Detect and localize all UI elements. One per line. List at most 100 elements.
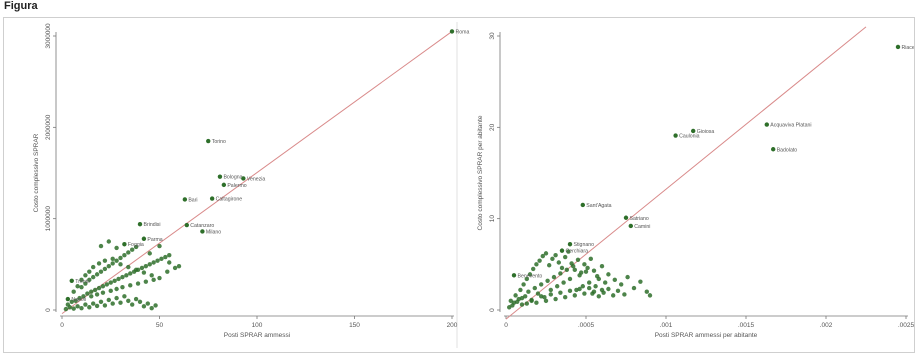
- data-point: [534, 262, 539, 267]
- y-tick-label: 3000000: [45, 23, 52, 49]
- data-point: [71, 306, 76, 311]
- data-point: [558, 290, 563, 295]
- data-point: [79, 284, 84, 290]
- data-point: [118, 262, 123, 267]
- x-axis-title: Posti SPRAR ammessi per abitante: [655, 332, 758, 339]
- labeled-data-point: [137, 221, 143, 227]
- data-point: [595, 274, 600, 279]
- point-label: Torino: [212, 139, 226, 145]
- data-point: [96, 261, 102, 266]
- data-point: [556, 260, 561, 265]
- data-point: [120, 284, 125, 290]
- data-point: [564, 267, 569, 273]
- data-point: [537, 258, 542, 263]
- point-label: Caulonia: [679, 134, 700, 140]
- data-point: [124, 273, 129, 278]
- data-point: [524, 301, 529, 306]
- data-point: [588, 256, 593, 262]
- data-point: [87, 277, 92, 283]
- point-label: Trento: [75, 279, 90, 285]
- labeled-data-point: [691, 128, 696, 134]
- data-point: [572, 293, 577, 298]
- point-label: Badolato: [777, 147, 798, 153]
- data-point: [126, 264, 131, 270]
- data-point: [583, 269, 589, 274]
- data-point: [167, 260, 172, 265]
- labeled-data-point: [221, 182, 227, 188]
- data-point: [83, 273, 88, 278]
- data-point: [547, 263, 552, 268]
- x-tick-label: 100: [252, 322, 263, 329]
- labeled-data-point: [580, 202, 585, 208]
- labeled-data-point: [184, 222, 189, 228]
- data-point: [135, 281, 141, 286]
- y-axis-title: Costo complessivo SPRAR: [33, 133, 40, 212]
- data-point: [100, 284, 106, 289]
- data-point: [130, 302, 135, 307]
- y-axis-title: Costo complessivo SPRAR per abitante: [477, 115, 484, 230]
- data-point: [587, 285, 592, 291]
- data-point: [141, 270, 147, 275]
- data-point: [559, 265, 565, 271]
- data-point: [593, 284, 598, 289]
- y-tick-label: 10: [489, 215, 496, 223]
- y-tick-label: 0: [45, 308, 52, 312]
- labeled-data-point: [206, 138, 211, 144]
- data-point: [567, 288, 573, 294]
- data-point: [91, 301, 96, 306]
- figure-title: Figura: [4, 0, 38, 12]
- labeled-data-point: [511, 273, 517, 278]
- data-point: [548, 287, 553, 293]
- data-point: [91, 264, 96, 270]
- data-point: [73, 298, 78, 304]
- point-label: Bari: [188, 197, 197, 203]
- data-point: [176, 263, 182, 269]
- data-point: [644, 289, 649, 294]
- data-point: [157, 275, 162, 281]
- point-label: Bologna: [223, 175, 242, 181]
- labeled-data-point: [628, 223, 633, 229]
- data-point: [606, 286, 611, 292]
- y-tick-label: 30: [489, 32, 496, 40]
- data-point: [69, 299, 74, 304]
- data-point: [71, 289, 76, 294]
- data-point: [94, 303, 100, 309]
- x-tick-label: .002: [820, 322, 833, 329]
- figure-frame: 0 1000000 2000000 3000000 0 50 100 150 200 Posti …: [3, 17, 915, 353]
- data-point: [79, 277, 84, 283]
- labeled-data-point: [673, 133, 678, 138]
- data-point: [526, 289, 531, 294]
- point-label: Venezia: [247, 176, 266, 182]
- data-point: [116, 276, 121, 282]
- x-tick-label: .0015: [738, 322, 755, 329]
- data-point: [555, 284, 560, 289]
- data-point: [587, 280, 592, 285]
- labeled-data-point: [209, 196, 215, 201]
- data-point: [543, 298, 549, 304]
- data-point: [513, 293, 518, 298]
- x-axis-title: Posti SPRAR ammessi: [224, 332, 290, 339]
- data-point: [550, 256, 555, 262]
- data-point: [515, 299, 520, 304]
- scatter-chart-costo-per-abitante: 0 10 20 30 0 .0005 .001 .0015 .002 .0025 Posti SPR…: [477, 26, 915, 339]
- data-point: [110, 261, 115, 266]
- data-point: [143, 263, 149, 269]
- data-point: [532, 285, 537, 291]
- y-tick-label: 1000000: [45, 206, 52, 232]
- point-label: Camini: [634, 224, 650, 230]
- data-point: [77, 295, 82, 301]
- data-point: [151, 260, 156, 265]
- data-point: [145, 301, 150, 306]
- x-tick-label: 50: [156, 322, 164, 329]
- data-point: [163, 254, 168, 260]
- point-label: Gioiosa: [697, 129, 715, 135]
- data-point: [151, 277, 156, 283]
- data-point: [128, 283, 133, 288]
- data-point: [87, 269, 92, 274]
- point-label: Benevento: [518, 273, 543, 279]
- data-point: [543, 251, 549, 256]
- data-point: [98, 299, 104, 304]
- point-label: Caltagirone: [216, 197, 243, 203]
- data-point: [106, 239, 112, 244]
